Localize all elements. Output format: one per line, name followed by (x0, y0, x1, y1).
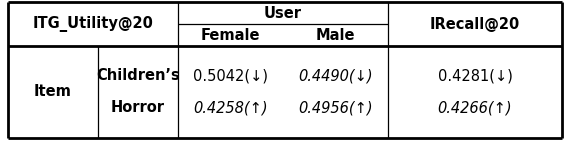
Text: Children’s: Children’s (96, 68, 180, 83)
Text: 0.4956(↑): 0.4956(↑) (298, 101, 373, 115)
Text: IRecall@20: IRecall@20 (430, 16, 520, 32)
Text: Female: Female (201, 28, 260, 42)
Text: 0.4266(↑): 0.4266(↑) (438, 101, 512, 115)
Text: 0.4490(↓): 0.4490(↓) (298, 68, 373, 83)
Text: 0.4281(↓): 0.4281(↓) (438, 68, 512, 83)
Text: 0.5042(↓): 0.5042(↓) (193, 68, 268, 83)
Text: 0.4258(↑): 0.4258(↑) (193, 101, 268, 115)
Text: ITG_Utility@20: ITG_Utility@20 (32, 16, 153, 32)
Text: Horror: Horror (111, 101, 165, 115)
Text: Item: Item (34, 84, 72, 100)
Text: Male: Male (316, 28, 355, 42)
Text: User: User (264, 6, 302, 20)
